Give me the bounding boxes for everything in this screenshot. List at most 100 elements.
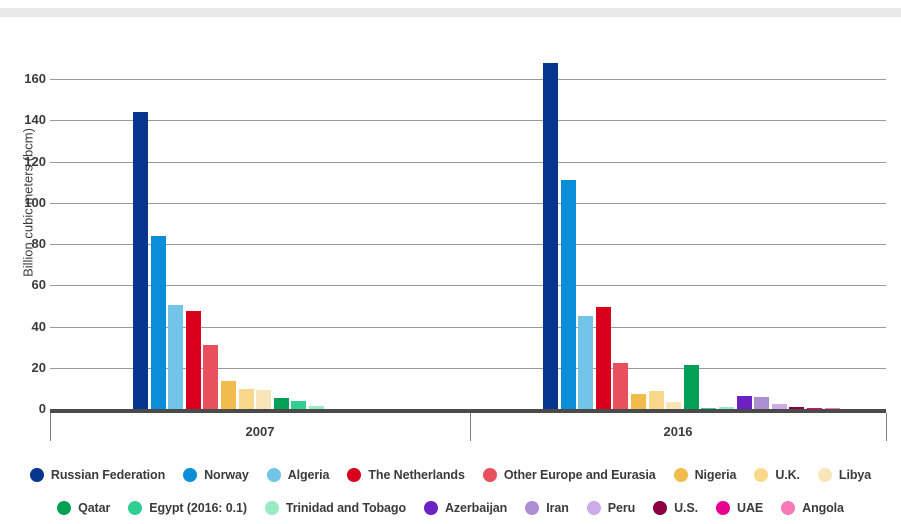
chart-legend: Russian Federation Norway Algeria The Nethe… — [0, 458, 901, 524]
legend-item[interactable]: U.K. — [754, 467, 800, 482]
bar[interactable] — [683, 364, 699, 409]
legend-swatch-icon — [817, 467, 832, 482]
bar[interactable] — [203, 345, 219, 409]
bar[interactable] — [256, 390, 272, 409]
gridline — [50, 244, 886, 245]
gridline — [50, 161, 886, 163]
legend-item[interactable]: Qatar — [57, 500, 111, 515]
legend-label: Norway — [204, 467, 249, 482]
legend-label: Libya — [838, 467, 872, 482]
bar[interactable] — [701, 408, 717, 409]
bar[interactable] — [648, 391, 664, 409]
bar[interactable] — [789, 407, 805, 409]
top-banner-bar — [0, 8, 901, 17]
gridline — [50, 120, 886, 122]
y-axis-tick-label: 120 — [24, 153, 46, 169]
legend-item[interactable]: Libya — [817, 467, 872, 482]
legend-label: Other Europe and Eurasia — [503, 467, 656, 482]
bar[interactable] — [150, 235, 166, 409]
x-axis-category-label: 2016 — [663, 424, 693, 439]
bar[interactable] — [238, 389, 254, 409]
bar[interactable] — [771, 404, 787, 409]
legend-row: Russian Federation Norway Algeria The Nethe… — [0, 458, 901, 491]
legend-swatch-icon — [716, 500, 731, 515]
legend-swatch-icon — [781, 500, 796, 515]
legend-label: Egypt (2016: 0.1) — [149, 500, 247, 515]
legend-item[interactable]: Egypt (2016: 0.1) — [128, 500, 247, 515]
bar[interactable] — [560, 180, 576, 409]
legend-label: Iran — [546, 500, 569, 515]
legend-item[interactable]: Nigeria — [673, 467, 737, 482]
y-axis-tick-label: 140 — [24, 112, 46, 128]
legend-item[interactable]: The Netherlands — [347, 467, 465, 482]
legend-item[interactable]: Azerbaijan — [423, 500, 508, 515]
y-axis-tick-label: 20 — [31, 359, 46, 375]
legend-item[interactable]: Angola — [781, 500, 844, 515]
legend-swatch-icon — [482, 467, 497, 482]
x-axis-category-label: 2007 — [245, 424, 275, 439]
legend-swatch-icon — [183, 467, 198, 482]
legend-swatch-icon — [653, 500, 668, 515]
gridline — [50, 202, 886, 204]
legend-label: Nigeria — [694, 467, 737, 482]
bar[interactable] — [613, 362, 629, 409]
gridline — [50, 367, 886, 369]
bar[interactable] — [309, 405, 324, 409]
legend-item[interactable]: Other Europe and Eurasia — [482, 467, 656, 482]
legend-label: Azerbaijan — [444, 500, 508, 515]
x-axis-line — [50, 409, 886, 413]
legend-label: U.K. — [775, 467, 800, 482]
bar[interactable] — [666, 401, 682, 409]
legend-label: Angola — [802, 500, 844, 515]
legend-item[interactable]: Trinidad and Tobago — [264, 500, 406, 515]
legend-label: Russian Federation — [50, 467, 166, 482]
bar[interactable] — [543, 62, 558, 409]
legend-label: Trinidad and Tobago — [285, 500, 406, 515]
category-separator — [50, 413, 51, 441]
legend-swatch-icon — [29, 467, 44, 482]
legend-item[interactable]: Algeria — [266, 467, 329, 482]
bar[interactable] — [273, 397, 289, 409]
legend-swatch-icon — [128, 500, 143, 515]
plot-area — [50, 62, 886, 409]
bar[interactable] — [736, 395, 752, 409]
legend-item[interactable]: Norway — [183, 467, 249, 482]
bar[interactable] — [824, 408, 840, 409]
bar[interactable] — [221, 381, 236, 409]
y-axis-tick-label: 80 — [31, 236, 46, 251]
gridline — [50, 326, 886, 328]
legend-label: The Netherlands — [368, 467, 465, 482]
legend-row: Qatar Egypt (2016: 0.1) Trinidad and Tobag… — [0, 491, 901, 524]
legend-item[interactable]: Peru — [586, 500, 636, 515]
legend-swatch-icon — [347, 467, 362, 482]
bar[interactable] — [754, 397, 770, 409]
category-separator — [470, 413, 471, 441]
y-axis-tick-label: 160 — [24, 71, 46, 86]
bar[interactable] — [133, 112, 148, 409]
legend-item[interactable]: Russian Federation — [29, 467, 166, 482]
legend-label: Peru — [607, 500, 636, 515]
bar[interactable] — [168, 304, 184, 409]
bar[interactable] — [719, 406, 734, 409]
y-axis-title: Billion cubic meters (bcm) — [20, 128, 36, 277]
legend-swatch-icon — [673, 467, 688, 482]
bar[interactable] — [185, 311, 201, 409]
category-separator — [886, 413, 887, 441]
legend-item[interactable]: UAE — [716, 500, 764, 515]
legend-swatch-icon — [586, 500, 601, 515]
bar[interactable] — [595, 306, 611, 409]
y-axis-tick-labels: 0 20 40 60 80 100 120 140 160 — [0, 62, 46, 415]
legend-label: Qatar — [78, 500, 111, 515]
legend-item[interactable]: U.S. — [653, 500, 698, 515]
legend-label: UAE — [737, 500, 764, 515]
bar[interactable] — [807, 408, 822, 409]
y-axis-tick-label: 0 — [38, 401, 46, 416]
bar[interactable] — [291, 400, 307, 409]
bar[interactable] — [578, 316, 594, 409]
legend-item[interactable]: Iran — [525, 500, 569, 515]
gridline — [50, 79, 886, 80]
legend-swatch-icon — [57, 500, 72, 515]
bar[interactable] — [631, 393, 646, 409]
legend-swatch-icon — [266, 467, 281, 482]
